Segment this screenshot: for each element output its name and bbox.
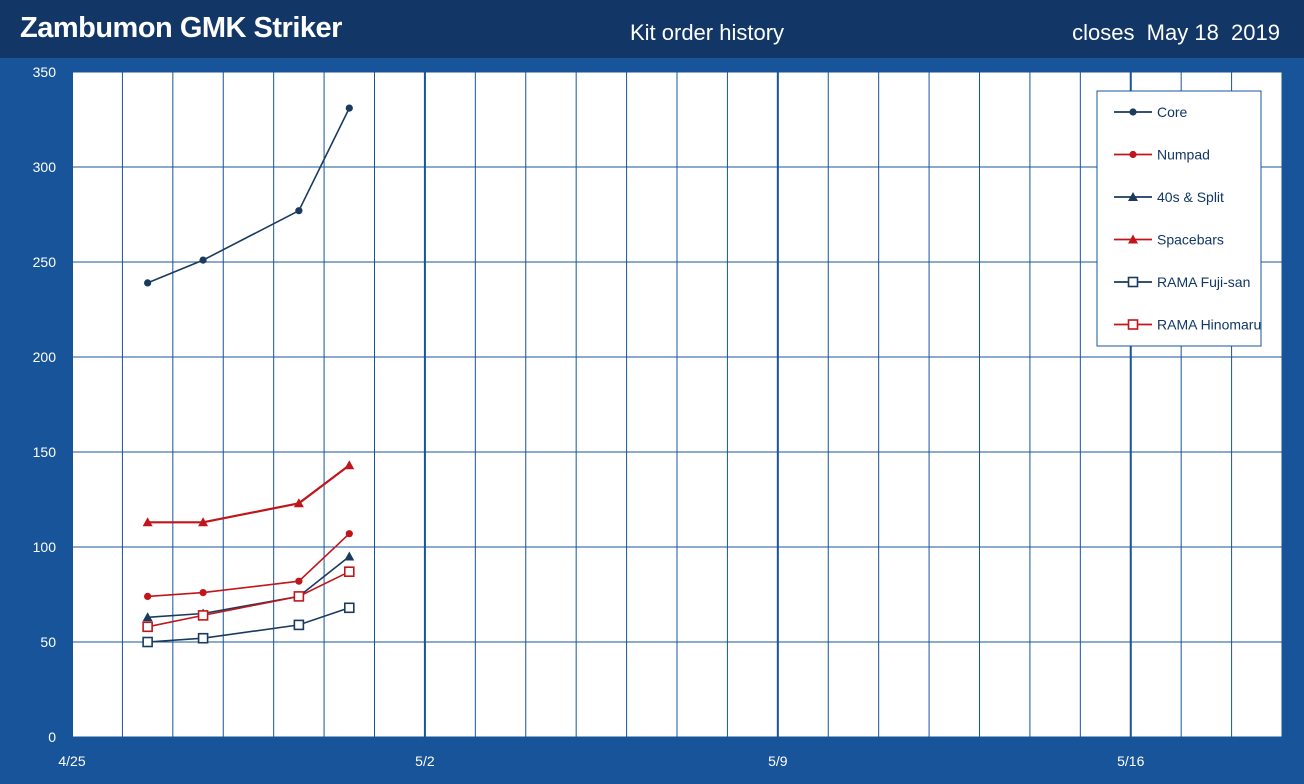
x-tick-label: 5/9 — [768, 753, 788, 769]
legend-item: Core — [1114, 104, 1188, 120]
legend-item: RAMA Fuji-san — [1114, 274, 1250, 290]
legend-label: Numpad — [1157, 147, 1210, 163]
legend-label: RAMA Hinomaru — [1157, 317, 1261, 333]
chart-subtitle: Kit order history — [629, 20, 785, 45]
y-tick-label: 150 — [33, 444, 57, 460]
data-point — [197, 632, 209, 644]
data-point — [293, 591, 305, 602]
data-point — [142, 517, 153, 527]
data-point — [142, 621, 153, 633]
y-tick-label: 300 — [33, 159, 57, 175]
legend-label: RAMA Fuji-san — [1157, 274, 1250, 290]
series-line — [147, 555, 350, 619]
series-line — [147, 464, 350, 524]
grid-lines — [71, 71, 1283, 738]
data-point — [344, 460, 355, 470]
y-tick-label: 350 — [33, 64, 57, 80]
data-point — [144, 592, 152, 601]
data-point — [144, 279, 152, 287]
data-point — [197, 610, 209, 621]
x-tick-label: 4/25 — [58, 753, 85, 769]
data-point — [345, 104, 353, 112]
legend: Core Numpad 40s & Split Spacebars RAMA Fuji-… — [1096, 90, 1262, 347]
data-point — [343, 602, 355, 614]
data-point — [344, 551, 355, 561]
y-tick-label: 50 — [40, 634, 56, 650]
legend-marker — [1129, 150, 1137, 159]
data-point — [142, 636, 153, 648]
series-line — [147, 607, 350, 643]
x-tick-label: 5/16 — [1117, 753, 1144, 769]
chart-title: Zambumon GMK Striker — [20, 12, 342, 44]
legend-box — [1096, 90, 1262, 347]
data-point — [295, 577, 303, 585]
legend-marker — [1128, 192, 1138, 201]
y-tick-label: 100 — [33, 539, 57, 555]
data-point — [198, 517, 209, 527]
legend-marker — [1127, 319, 1139, 330]
data-point — [199, 256, 207, 264]
data-point — [142, 612, 153, 622]
axis-labels: 0 50 100 150 200 250 300 350 4/25 5/2 5/9 5/16 — [33, 64, 1145, 769]
legend-marker — [1127, 276, 1139, 288]
y-tick-label: 250 — [33, 254, 57, 270]
series-line — [147, 533, 350, 598]
legend-item: RAMA Hinomaru — [1114, 317, 1261, 333]
series-line — [147, 570, 350, 628]
data-point — [199, 589, 207, 597]
data-point — [295, 207, 303, 215]
x-tick-label: 5/2 — [415, 753, 435, 769]
series-rama-fuji-san — [142, 602, 355, 648]
series-numpad — [144, 530, 353, 601]
series-spacebars — [142, 460, 355, 527]
legend-label: Spacebars — [1157, 232, 1224, 248]
data-series — [142, 104, 355, 648]
legend-marker — [1128, 234, 1138, 244]
legend-marker — [1129, 108, 1137, 116]
series-rama-hinomaru — [142, 566, 355, 633]
legend-label: 40s & Split — [1157, 189, 1224, 205]
data-point — [345, 530, 353, 538]
chart-header: Zambumon GMK Striker Kit order history c… — [0, 0, 1304, 58]
legend-label: Core — [1157, 104, 1188, 120]
data-point — [293, 619, 305, 631]
y-tick-label: 200 — [33, 349, 57, 365]
legend-item: Numpad — [1114, 147, 1210, 163]
closing-date: closes May 18 2019 — [1072, 20, 1280, 45]
y-tick-label: 0 — [48, 729, 56, 745]
data-point — [343, 566, 355, 578]
legend-item: 40s & Split — [1114, 189, 1224, 205]
legend-item: Spacebars — [1114, 232, 1224, 248]
data-point — [293, 498, 304, 508]
series-line — [147, 107, 351, 284]
series-core — [144, 104, 353, 287]
